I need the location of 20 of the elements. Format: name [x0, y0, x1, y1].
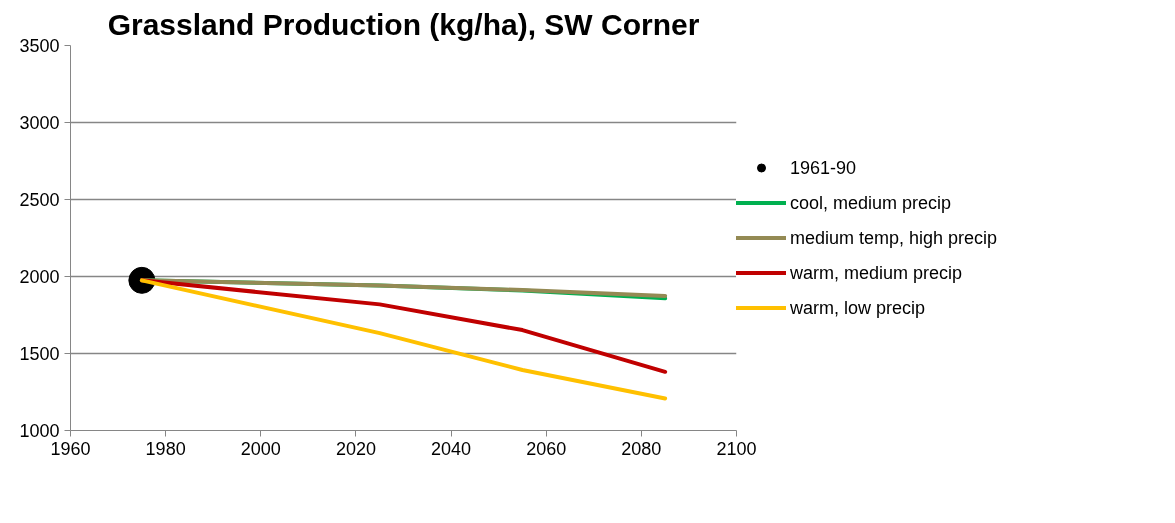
x-tick-label: 2080	[621, 438, 662, 459]
x-tick-label: 2060	[526, 438, 567, 459]
y-tick-label: 2000	[19, 267, 60, 287]
x-tick-label: 2040	[431, 438, 472, 459]
y-tick-label: 1000	[19, 421, 60, 441]
x-tick-label: 1980	[145, 438, 186, 459]
y-tick-label: 3000	[19, 113, 60, 133]
y-tick-label: 2500	[19, 190, 60, 210]
legend-label: 1961-90	[790, 157, 857, 178]
y-tick-label: 3500	[19, 36, 60, 56]
chart-title: Grassland Production (kg/ha), SW Corner	[107, 7, 700, 41]
x-tick-label: 1960	[50, 438, 91, 459]
x-tick-label: 2020	[335, 438, 376, 459]
y-tick-label: 1500	[19, 344, 60, 364]
legend-label: cool, medium precip	[790, 192, 952, 213]
x-tick-label: 2000	[240, 438, 281, 459]
x-tick-label: 2100	[716, 438, 757, 459]
legend-label: medium temp, high precip	[790, 227, 998, 248]
legend-label: warm, medium precip	[790, 262, 963, 283]
legend-label: warm, low precip	[790, 297, 926, 318]
